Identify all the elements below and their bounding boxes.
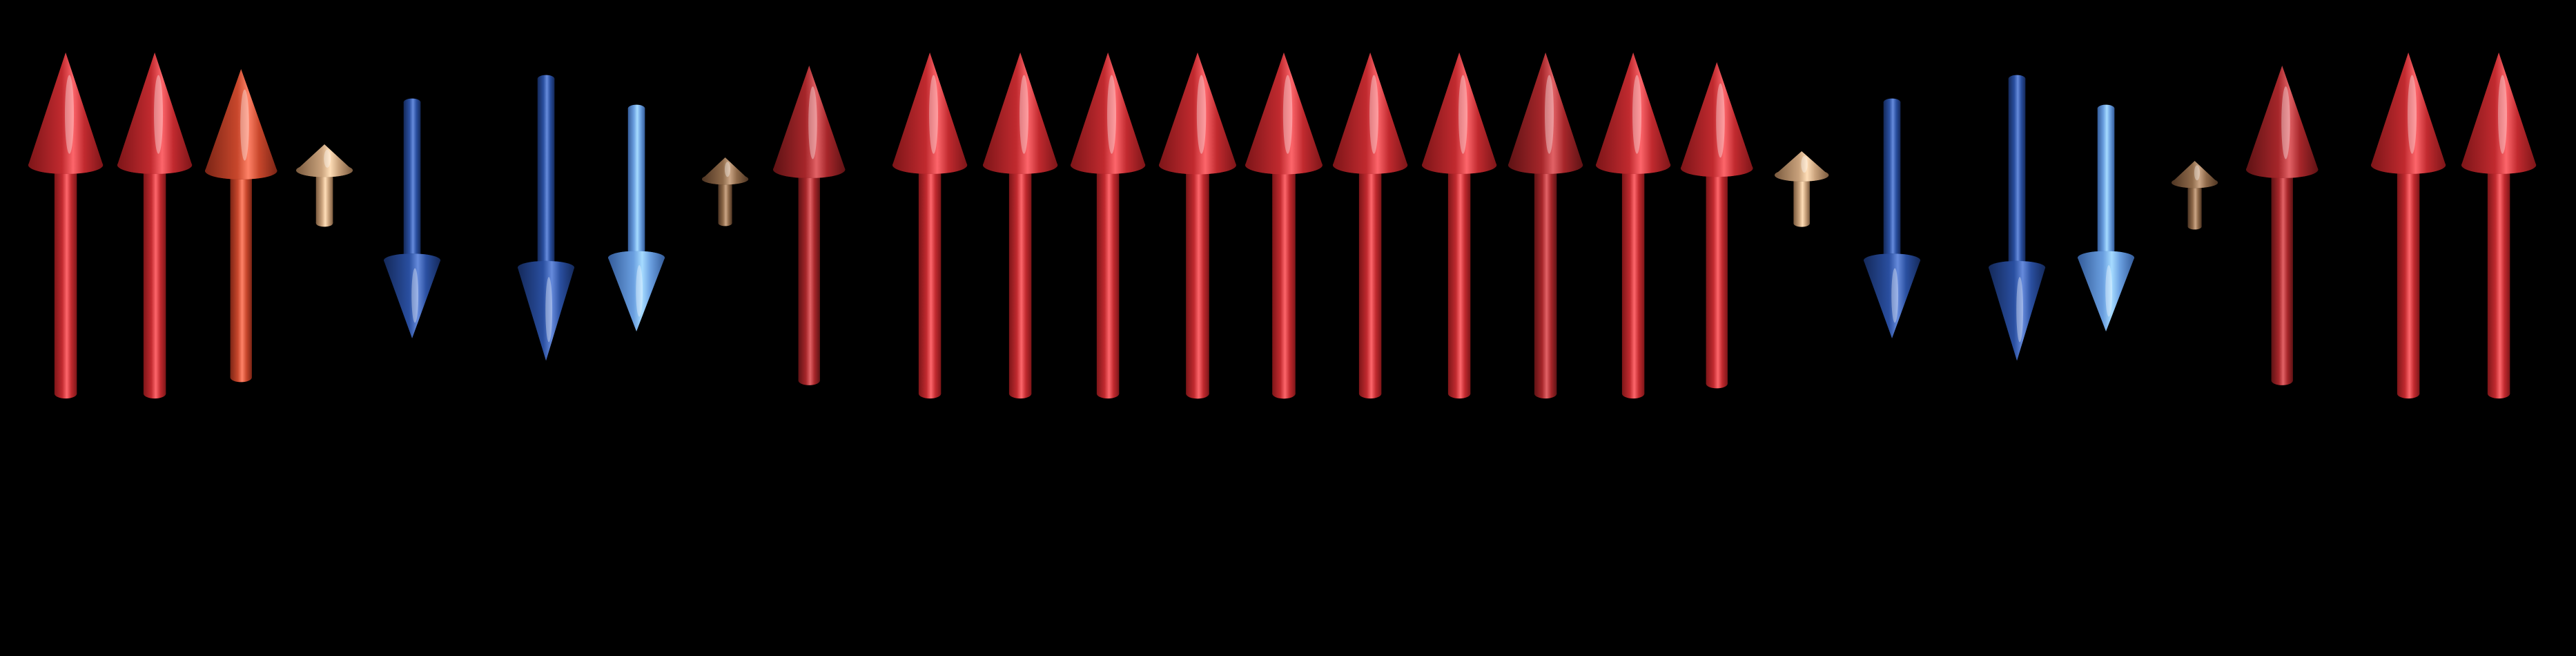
spin-arrow-up (1508, 52, 1583, 397)
spin-arrow-up (1775, 151, 1828, 227)
spin-arrow-up (1071, 52, 1145, 397)
spin-arrow-up (983, 52, 1057, 397)
spin-arrow-down (384, 99, 440, 338)
spin-arrow-up (28, 52, 103, 397)
spin-arrow-up (2461, 52, 2536, 397)
spin-arrow-up (2246, 66, 2318, 384)
spin-arrow-up (1245, 52, 1323, 397)
spin-arrow-up (1159, 52, 1236, 397)
spin-diagram (0, 0, 2576, 656)
spin-arrow-down (1989, 75, 2045, 361)
spin-arrow-up (205, 69, 277, 381)
spin-arrow-down (608, 105, 665, 331)
spin-arrow-up (1422, 52, 1496, 397)
spin-arrow-up (117, 52, 192, 397)
spin-arrow-up (1681, 62, 1753, 387)
spin-arrow-down (518, 75, 574, 361)
spin-arrow-up (2371, 52, 2446, 397)
spin-arrow-down (2078, 105, 2134, 331)
spin-arrow-up (2172, 161, 2218, 230)
spin-arrow-up (702, 157, 748, 226)
spin-arrow-up (1333, 52, 1407, 397)
spin-arrow-up (1596, 52, 1670, 397)
spin-arrow-down (1864, 99, 1920, 338)
spin-arrow-up (892, 52, 967, 397)
spin-arrow-up (296, 144, 353, 226)
spin-arrow-up (773, 66, 845, 384)
